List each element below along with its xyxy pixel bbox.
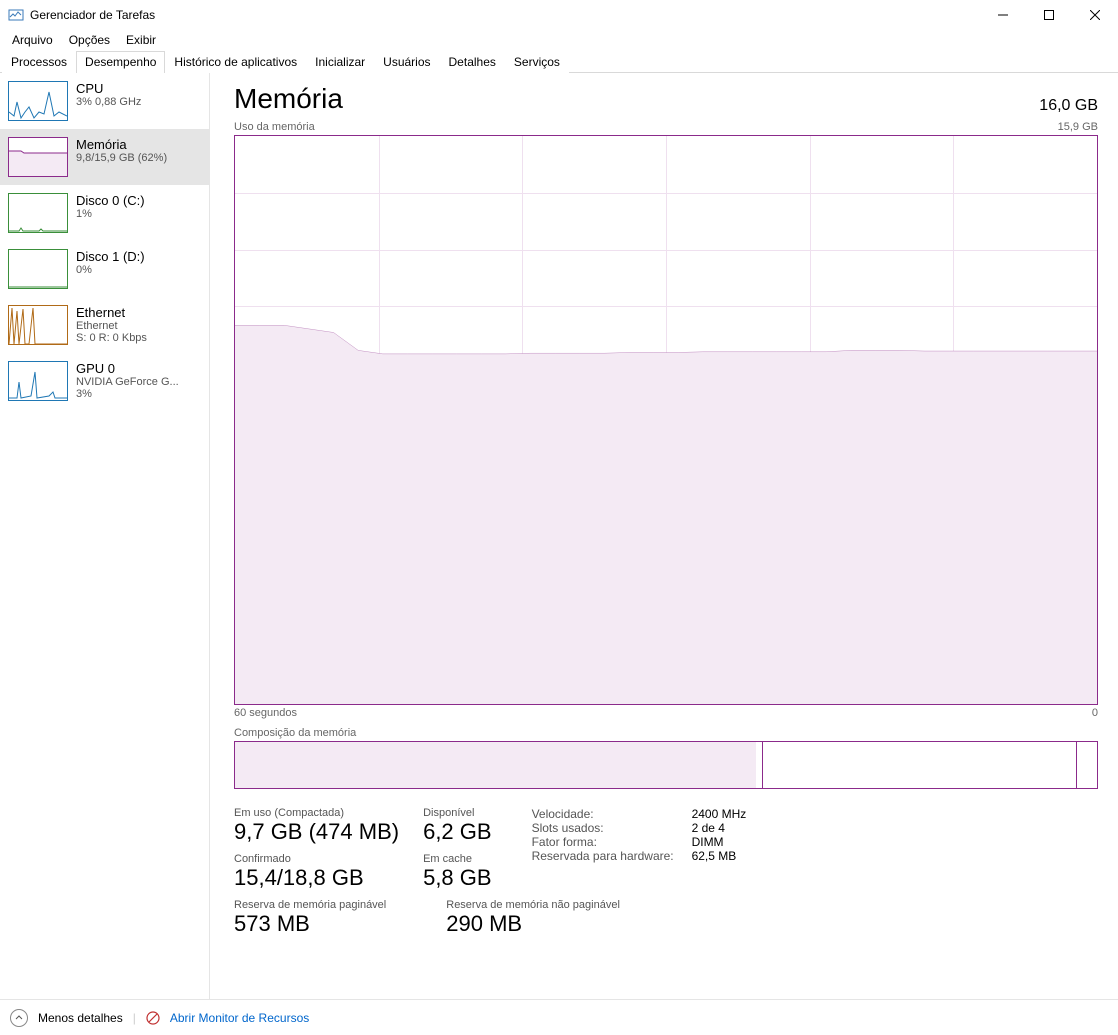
sidebar-sub-cpu: 3% 0,88 GHz xyxy=(76,96,141,108)
close-button[interactable] xyxy=(1072,0,1118,30)
reserved-value: 62,5 MB xyxy=(692,849,737,863)
thumbnail-disk0 xyxy=(8,193,68,233)
tab-processes[interactable]: Processos xyxy=(2,51,76,73)
stats-left: Em uso (Compactada) 9,7 GB (474 MB) Disp… xyxy=(234,807,492,891)
nonpaged-label: Reserva de memória não paginável xyxy=(446,899,620,911)
sidebar-item-gpu[interactable]: GPU 0NVIDIA GeForce G...3% xyxy=(0,353,209,409)
chart-label-top-left: Uso da memória xyxy=(234,121,315,133)
sidebar: CPU3% 0,88 GHzMemória9,8/15,9 GB (62%)Di… xyxy=(0,73,210,999)
cached-value: 5,8 GB xyxy=(423,865,491,891)
sidebar-sub-disk0: 1% xyxy=(76,208,145,220)
sidebar-title-ethernet: Ethernet xyxy=(76,305,147,320)
sidebar-title-memory: Memória xyxy=(76,137,167,152)
slots-value: 2 de 4 xyxy=(692,821,725,835)
committed-label: Confirmado xyxy=(234,853,399,865)
sidebar-sub-ethernet: Ethernet xyxy=(76,320,147,332)
footer-separator: | xyxy=(133,1011,136,1025)
memory-usage-chart xyxy=(234,135,1098,705)
composition-label: Composição da memória xyxy=(234,727,1098,739)
footer: Menos detalhes | Abrir Monitor de Recurs… xyxy=(0,999,1118,1035)
tab-details[interactable]: Detalhes xyxy=(440,51,505,73)
fewer-details-button[interactable]: Menos detalhes xyxy=(38,1011,123,1025)
sidebar-title-disk1: Disco 1 (D:) xyxy=(76,249,145,264)
main-panel: Memória 16,0 GB Uso da memória 15,9 GB 6… xyxy=(210,73,1118,999)
resource-monitor-icon xyxy=(146,1011,160,1025)
menu-view[interactable]: Exibir xyxy=(118,31,164,49)
composition-segment xyxy=(235,742,757,788)
available-label: Disponível xyxy=(423,807,491,819)
minimize-button[interactable] xyxy=(980,0,1026,30)
menubar: Arquivo Opções Exibir xyxy=(0,30,1118,50)
sidebar-title-cpu: CPU xyxy=(76,81,141,96)
cached-label: Em cache xyxy=(423,853,491,865)
reserved-label: Reservada para hardware: xyxy=(532,849,692,863)
thumbnail-disk1 xyxy=(8,249,68,289)
sidebar-item-cpu[interactable]: CPU3% 0,88 GHz xyxy=(0,73,209,129)
thumbnail-ethernet xyxy=(8,305,68,345)
tab-users[interactable]: Usuários xyxy=(374,51,439,73)
chart-label-bottom-right: 0 xyxy=(1092,707,1098,719)
chart-label-top-right: 15,9 GB xyxy=(1058,121,1098,133)
sidebar-sub-memory: 9,8/15,9 GB (62%) xyxy=(76,152,167,164)
thumbnail-gpu xyxy=(8,361,68,401)
tab-startup[interactable]: Inicializar xyxy=(306,51,374,73)
app-icon xyxy=(8,7,24,23)
tab-performance[interactable]: Desempenho xyxy=(76,51,165,73)
sidebar-sub2-gpu: 3% xyxy=(76,388,179,400)
tab-services[interactable]: Serviços xyxy=(505,51,569,73)
composition-bar xyxy=(234,741,1098,789)
in-use-value: 9,7 GB (474 MB) xyxy=(234,819,399,845)
in-use-label: Em uso (Compactada) xyxy=(234,807,399,819)
sidebar-sub-disk1: 0% xyxy=(76,264,145,276)
menu-file[interactable]: Arquivo xyxy=(4,31,61,49)
speed-label: Velocidade: xyxy=(532,807,692,821)
committed-value: 15,4/18,8 GB xyxy=(234,865,399,891)
speed-value: 2400 MHz xyxy=(692,807,747,821)
sidebar-sub-gpu: NVIDIA GeForce G... xyxy=(76,376,179,388)
sidebar-item-memory[interactable]: Memória9,8/15,9 GB (62%) xyxy=(0,129,209,185)
paged-label: Reserva de memória paginável xyxy=(234,899,386,911)
sidebar-title-disk0: Disco 0 (C:) xyxy=(76,193,145,208)
thumbnail-cpu xyxy=(8,81,68,121)
titlebar: Gerenciador de Tarefas xyxy=(0,0,1118,30)
form-label: Fator forma: xyxy=(532,835,692,849)
window-title: Gerenciador de Tarefas xyxy=(30,8,980,22)
maximize-button[interactable] xyxy=(1026,0,1072,30)
sidebar-sub2-ethernet: S: 0 R: 0 Kbps xyxy=(76,332,147,344)
composition-segment xyxy=(763,742,1078,788)
chart-label-bottom-left: 60 segundos xyxy=(234,707,297,719)
sidebar-item-ethernet[interactable]: EthernetEthernetS: 0 R: 0 Kbps xyxy=(0,297,209,353)
available-value: 6,2 GB xyxy=(423,819,491,845)
sidebar-item-disk0[interactable]: Disco 0 (C:)1% xyxy=(0,185,209,241)
paged-value: 573 MB xyxy=(234,911,386,937)
menu-options[interactable]: Opções xyxy=(61,31,118,49)
form-value: DIMM xyxy=(692,835,724,849)
total-memory: 16,0 GB xyxy=(1039,97,1098,115)
stats-right: Velocidade:2400 MHz Slots usados:2 de 4 … xyxy=(532,807,747,891)
thumbnail-memory xyxy=(8,137,68,177)
tabbar: Processos Desempenho Histórico de aplica… xyxy=(0,50,1118,73)
tab-app-history[interactable]: Histórico de aplicativos xyxy=(165,51,306,73)
slots-label: Slots usados: xyxy=(532,821,692,835)
sidebar-item-disk1[interactable]: Disco 1 (D:)0% xyxy=(0,241,209,297)
composition-segment xyxy=(1077,742,1097,788)
page-title: Memória xyxy=(234,83,343,115)
resource-monitor-link[interactable]: Abrir Monitor de Recursos xyxy=(170,1011,309,1025)
nonpaged-value: 290 MB xyxy=(446,911,620,937)
sidebar-title-gpu: GPU 0 xyxy=(76,361,179,376)
chevron-up-icon[interactable] xyxy=(10,1009,28,1027)
